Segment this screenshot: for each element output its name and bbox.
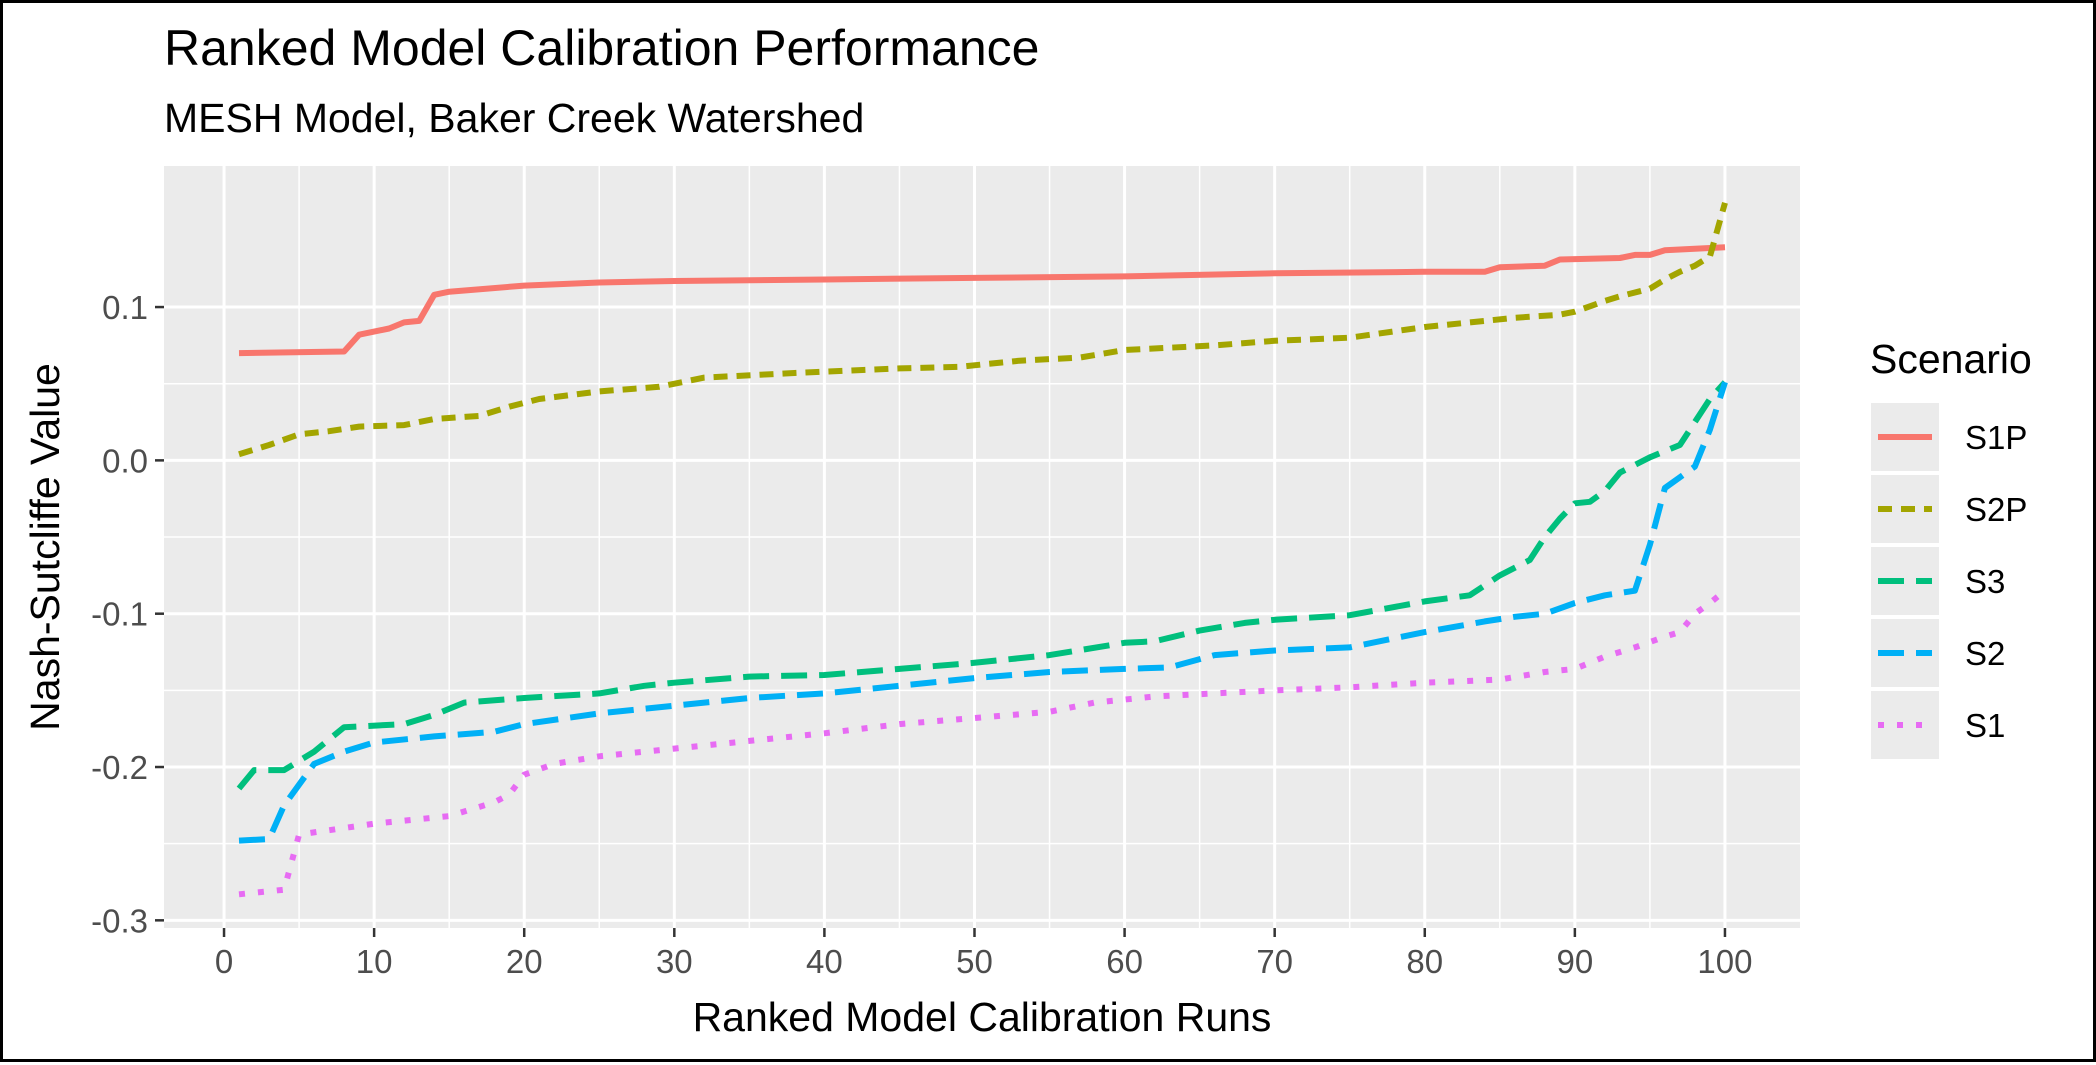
y-tick-label: 0.1 (102, 289, 148, 326)
legend-label: S1 (1965, 707, 2005, 744)
x-tick-label: 100 (1697, 943, 1752, 980)
series-line-s1p (238, 244, 1726, 357)
series-line-s2p (238, 201, 1728, 458)
x-tick-label: 60 (1106, 943, 1143, 980)
x-tick-label: 30 (656, 943, 693, 980)
legend-item-s3: S3 (1871, 547, 2005, 615)
chart-title: Ranked Model Calibration Performance (164, 20, 1039, 76)
y-axis-label: Nash-Sutcliffe Value (22, 363, 68, 731)
y-tick-label: -0.2 (91, 749, 148, 786)
y-tick-label: -0.1 (91, 596, 148, 633)
legend-label: S2P (1965, 491, 2027, 528)
y-tick-label: 0.0 (102, 442, 148, 479)
y-tick-label: -0.3 (91, 902, 148, 939)
series-line-s2 (238, 381, 1728, 844)
x-tick-label: 20 (506, 943, 543, 980)
legend-item-s1: S1 (1871, 691, 2005, 759)
legend-item-s1p: S1P (1871, 403, 2027, 471)
legend: Scenario S1P S2P S3 S2 S1 (1870, 336, 2032, 759)
series-line-s3 (236, 380, 1728, 791)
chart-subtitle: MESH Model, Baker Creek Watershed (164, 95, 864, 141)
legend-label: S2 (1965, 635, 2005, 672)
x-tick-label: 80 (1406, 943, 1443, 980)
x-axis: 0 10 20 30 40 50 60 70 80 90 100 (215, 928, 1752, 980)
x-axis-label: Ranked Model Calibration Runs (693, 994, 1272, 1040)
x-tick-label: 50 (956, 943, 993, 980)
x-tick-label: 0 (215, 943, 233, 980)
x-tick-label: 70 (1256, 943, 1293, 980)
chart-canvas: Ranked Model Calibration Performance MES… (22, 20, 2032, 1040)
x-tick-label: 10 (356, 943, 393, 980)
legend-items: S1P S2P S3 S2 S1 (1871, 403, 2027, 759)
legend-label: S1P (1965, 419, 2027, 456)
legend-title: Scenario (1870, 336, 2032, 382)
x-tick-label: 40 (806, 943, 843, 980)
legend-item-s2: S2 (1871, 619, 2005, 687)
series-lines (236, 201, 1728, 898)
y-axis: -0.3 -0.2 -0.1 0.0 0.1 (91, 289, 164, 939)
legend-item-s2p: S2P (1871, 475, 2027, 543)
legend-label: S3 (1965, 563, 2005, 600)
series-line-s1 (238, 588, 1727, 898)
x-tick-label: 90 (1557, 943, 1594, 980)
